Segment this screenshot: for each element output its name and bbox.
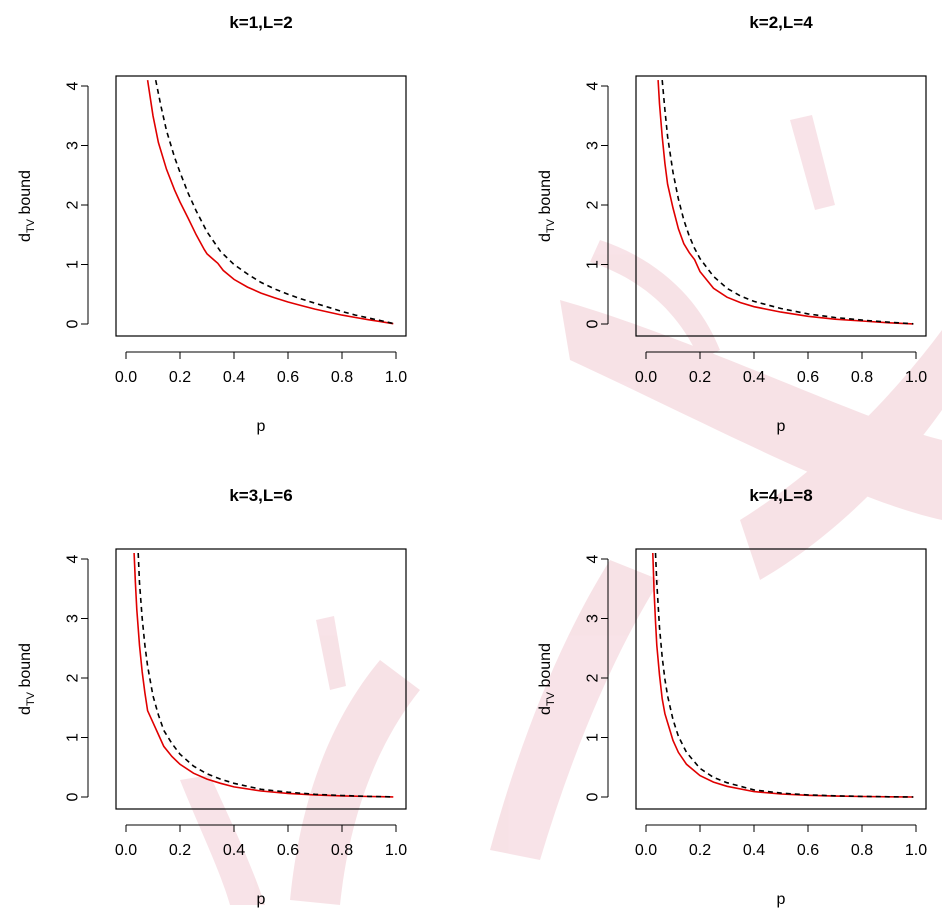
series-line-2: [154, 79, 394, 325]
series-line-1: [133, 552, 394, 798]
x-tick-label: 0.0: [635, 842, 657, 859]
y-tick-label: 4: [65, 81, 82, 90]
y-tick-label: 3: [65, 141, 82, 150]
plot-frame: [115, 75, 407, 337]
x-tick-label: 0.6: [797, 842, 819, 859]
x-tick-label: 0.2: [169, 369, 191, 386]
x-tick-label: 0.4: [223, 842, 245, 859]
x-tick-label: 0.4: [743, 369, 765, 386]
x-tick-label: 0.2: [689, 842, 711, 859]
y-tick-label: 2: [65, 673, 82, 682]
plot-frame: [635, 548, 927, 810]
x-tick-label: 0.8: [331, 369, 353, 386]
panel-4: k=4,L=8 0.0 0.2 0.4 0.6 0.8 1.0 p 0 1 2 3 4 dTV bound: [537, 486, 927, 908]
x-tick-label: 0.8: [851, 842, 873, 859]
y-axis-label: dTV bound: [537, 643, 557, 715]
panel-1: k=1,L=2 0.0 0.2 0.4 0.6 0.8 1.0 p 0 1 2 3 4 dTV bound: [17, 13, 407, 435]
y-tick-label: 2: [65, 200, 82, 209]
series-line-1: [146, 79, 394, 325]
series-line-2: [654, 552, 914, 798]
x-axis-label: p: [257, 418, 266, 435]
x-tick-label: 0.4: [743, 842, 765, 859]
x-tick-label: 0.0: [115, 369, 137, 386]
y-tick-label: 1: [65, 260, 82, 269]
y-tick-label: 1: [585, 733, 602, 742]
x-tick-label: 0.8: [331, 842, 353, 859]
series-line-2: [137, 552, 394, 798]
x-tick-label: 0.6: [277, 842, 299, 859]
panel-3: k=3,L=6 0.0 0.2 0.4 0.6 0.8 1.0 p 0 1 2 3 4 dTV bound: [17, 486, 407, 908]
y-tick-label: 4: [65, 554, 82, 563]
x-tick-label: 0.6: [277, 369, 299, 386]
series-line-1: [657, 80, 914, 325]
y-tick-label: 1: [585, 260, 602, 269]
x-tick-label: 0.2: [169, 842, 191, 859]
x-tick-label: 0.0: [115, 842, 137, 859]
y-tick-label: 3: [585, 614, 602, 623]
panel-title: k=3,L=6: [229, 486, 292, 505]
panel-2: k=2,L=4 0.0 0.2 0.4 0.6 0.8 1.0 p 0 1 2 3 4 dTV bound: [537, 13, 927, 435]
x-tick-label: 0.4: [223, 369, 245, 386]
x-tick-label: 1.0: [905, 842, 927, 859]
y-axis-label: dTV bound: [17, 170, 37, 242]
x-tick-label: 1.0: [905, 369, 927, 386]
x-axis-label: p: [777, 891, 786, 908]
x-tick-label: 0.0: [635, 369, 657, 386]
y-tick-label: 0: [585, 792, 602, 801]
watermark-graphic: [180, 115, 942, 905]
y-tick-label: 0: [65, 319, 82, 328]
y-axis-label: dTV bound: [537, 170, 557, 242]
x-tick-label: 0.8: [851, 369, 873, 386]
x-axis-label: p: [257, 891, 266, 908]
x-tick-label: 0.6: [797, 369, 819, 386]
x-tick-label: 0.2: [689, 369, 711, 386]
series-line-2: [661, 80, 914, 325]
y-tick-label: 4: [585, 554, 602, 563]
panel-title: k=4,L=8: [749, 486, 812, 505]
series-line-1: [652, 552, 914, 798]
y-tick-label: 0: [65, 792, 82, 801]
y-tick-label: 3: [585, 141, 602, 150]
y-tick-label: 2: [585, 200, 602, 209]
y-axis-label: dTV bound: [17, 643, 37, 715]
x-tick-label: 1.0: [385, 369, 407, 386]
y-tick-label: 1: [65, 733, 82, 742]
y-tick-label: 3: [65, 614, 82, 623]
y-tick-label: 2: [585, 673, 602, 682]
plot-frame: [115, 548, 407, 810]
y-tick-label: 0: [585, 319, 602, 328]
x-axis-label: p: [777, 418, 786, 435]
x-tick-label: 1.0: [385, 842, 407, 859]
plot-frame: [635, 75, 927, 337]
panel-title: k=2,L=4: [749, 13, 813, 32]
y-tick-label: 4: [585, 81, 602, 90]
panel-title: k=1,L=2: [229, 13, 292, 32]
